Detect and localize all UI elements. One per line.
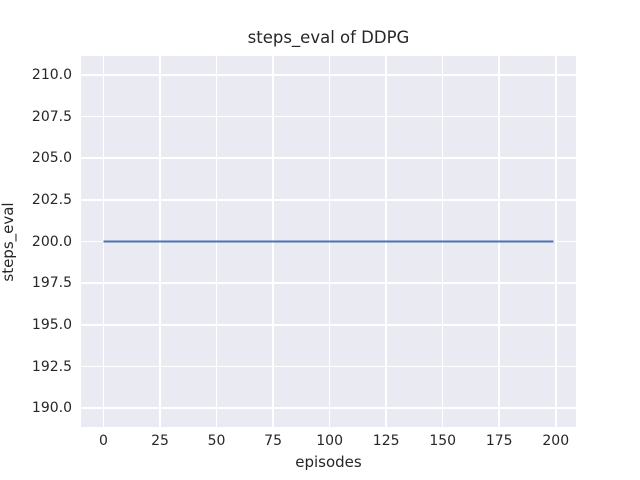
y-tick-label: 192.5 — [31, 358, 72, 375]
x-axis-label: episodes — [295, 453, 362, 471]
chart-title: steps_eval of DDPG — [247, 28, 410, 47]
x-tick-label: 175 — [485, 433, 513, 449]
y-gridline — [81, 324, 576, 326]
y-tick-label: 205.0 — [31, 150, 72, 167]
y-gridline — [81, 115, 576, 118]
x-tick-label: 50 — [207, 433, 226, 449]
x-tick-label: 150 — [429, 433, 457, 449]
y-tick-label: 197.5 — [31, 275, 72, 292]
y-tick-label: 202.5 — [31, 191, 72, 208]
x-tick-label: 125 — [372, 433, 400, 449]
plot-area — [81, 56, 576, 427]
y-gridline — [81, 157, 576, 159]
y-gridline — [81, 199, 576, 201]
y-gridline — [81, 74, 576, 76]
y-tick-label: 207.5 — [31, 108, 72, 125]
y-gridline — [81, 407, 576, 409]
y-tick-label: 190.0 — [31, 400, 72, 417]
y-gridline — [81, 282, 576, 284]
x-tick-label: 25 — [151, 433, 169, 449]
x-tick-label: 75 — [264, 433, 283, 449]
y-tick-label: 195.0 — [31, 316, 72, 333]
x-tick-label: 200 — [542, 433, 570, 449]
y-tick-label: 210.0 — [31, 66, 72, 83]
y-axis-label: steps_eval — [0, 202, 17, 282]
x-tick-label: 100 — [316, 433, 343, 449]
series-layer — [103, 240, 554, 243]
y-gridline — [81, 365, 576, 368]
y-tick-label: 200.0 — [31, 233, 72, 250]
x-tick-label: 0 — [99, 433, 108, 449]
